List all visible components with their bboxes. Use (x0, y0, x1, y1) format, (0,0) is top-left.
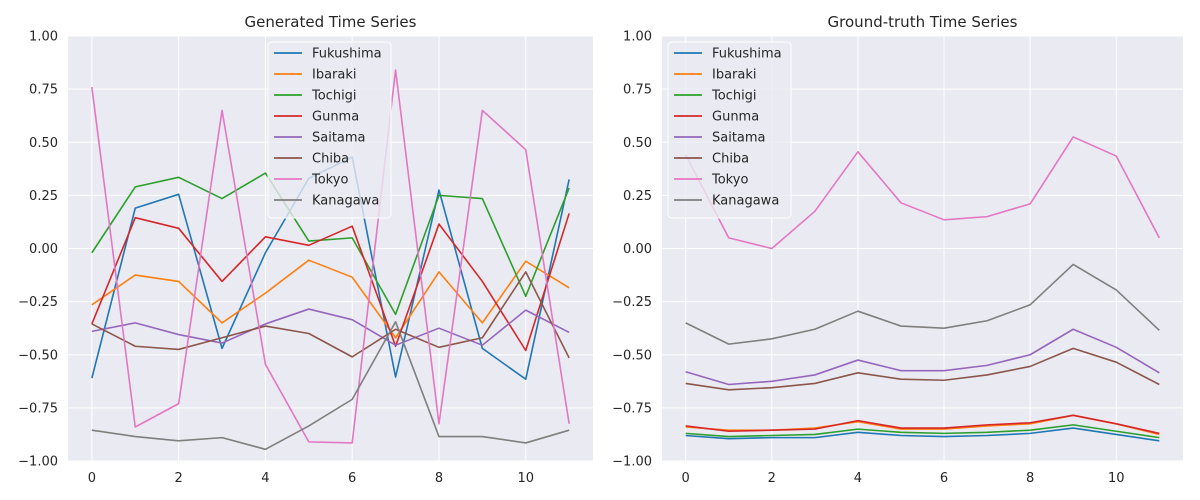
y-tick-label: 0.00 (623, 242, 652, 257)
legend: Fukushima Ibaraki Tochigi Gunma Saitama Chiba… (667, 41, 792, 219)
y-tick-label: 0.75 (29, 83, 58, 98)
series-line-fukushima (685, 427, 1160, 442)
legend-label-tochigi: Tochigi (311, 89, 357, 104)
y-tick-label: 0.25 (623, 189, 652, 204)
series-line-gunma (685, 414, 1160, 435)
series-line-tochigi (685, 424, 1160, 439)
x-tick-label: 6 (348, 471, 356, 486)
y-tick-label: 0.75 (623, 83, 652, 98)
legend-label-tochigi: Tochigi (711, 89, 757, 104)
y-tick-label: 0.50 (29, 136, 58, 151)
x-tick-label: 6 (940, 471, 948, 486)
legend-box (667, 41, 792, 219)
y-tick-label: −0.50 (612, 348, 652, 363)
x-tick-label: 8 (1026, 471, 1034, 486)
x-tick-label: 4 (261, 471, 269, 486)
y-tick-label: −0.25 (612, 295, 652, 310)
x-tick-label: 10 (517, 471, 534, 486)
series-line-chiba (91, 271, 570, 359)
y-tick-label: −0.25 (18, 295, 58, 310)
x-tick-label: 4 (854, 471, 862, 486)
legend-label-kanagawa: Kanagawa (312, 194, 379, 209)
legend-label-tokyo: Tokyo (711, 173, 748, 188)
chart-title: Ground-truth Time Series (828, 13, 1018, 31)
legend-box (267, 41, 392, 219)
x-tick-label: 8 (435, 471, 443, 486)
legend-label-kanagawa: Kanagawa (712, 194, 779, 209)
series-line-gunma (91, 213, 570, 352)
legend-label-gunma: Gunma (312, 110, 359, 125)
x-tick-label: 2 (174, 471, 182, 486)
legend-label-saitama: Saitama (312, 131, 366, 146)
y-tick-label: 1.00 (623, 30, 652, 45)
legend-label-gunma: Gunma (712, 110, 759, 125)
legend-label-fukushima: Fukushima (712, 47, 782, 62)
legend-label-chiba: Chiba (712, 152, 749, 167)
series-line-tochigi (91, 172, 570, 316)
y-tick-label: −1.00 (612, 455, 652, 470)
legend-label-saitama: Saitama (712, 131, 766, 146)
generated-time-series-chart: −1.00 −0.75 −0.50 −0.25 0.00 0.25 0.50 0.75 1.00… (18, 13, 593, 486)
series-line-tokyo (684, 136, 1161, 250)
chart-title: Generated Time Series (245, 13, 417, 31)
x-tick-label: 10 (1108, 471, 1125, 486)
series-line-kanagawa (91, 321, 570, 451)
series-line-saitama (685, 328, 1160, 386)
legend-label-ibaraki: Ibaraki (712, 68, 757, 83)
series-line-tokyo (91, 69, 570, 444)
series-line-chiba (685, 347, 1160, 391)
legend: Fukushima Ibaraki Tochigi Gunma Saitama Chiba… (267, 41, 392, 219)
series-line-kanagawa (685, 263, 1160, 345)
legend-label-ibaraki: Ibaraki (312, 68, 357, 83)
y-tick-label: −1.00 (18, 455, 58, 470)
y-tick-label: 0.50 (623, 136, 652, 151)
y-tick-label: 0.00 (29, 242, 58, 257)
x-tick-label: 2 (768, 471, 776, 486)
y-tick-label: −0.50 (18, 348, 58, 363)
ground-truth-time-series-chart: −1.00 −0.75 −0.50 −0.25 0.00 0.25 0.50 0.75 1.00… (612, 13, 1183, 486)
legend-label-chiba: Chiba (312, 152, 349, 167)
series-line-ibaraki (91, 259, 570, 339)
x-tick-label: 0 (682, 471, 690, 486)
legend-label-tokyo: Tokyo (311, 173, 348, 188)
x-tick-label: 0 (88, 471, 96, 486)
series-line-saitama (91, 308, 570, 346)
legend-label-fukushima: Fukushima (312, 47, 382, 62)
y-tick-label: 1.00 (29, 30, 58, 45)
y-tick-label: −0.75 (612, 401, 652, 416)
y-tick-label: −0.75 (18, 401, 58, 416)
y-tick-label: 0.25 (29, 189, 58, 204)
